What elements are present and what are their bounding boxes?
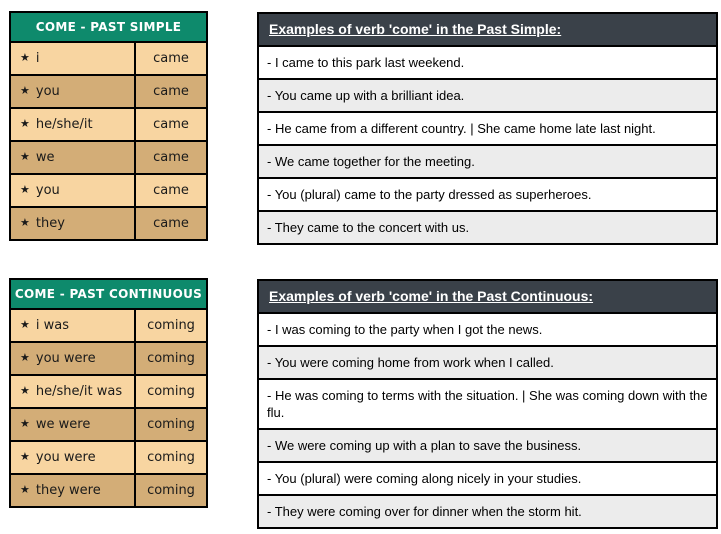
subject-label: i was xyxy=(35,318,69,333)
star-icon: ★ xyxy=(20,417,30,430)
table-row: ★ we came xyxy=(11,142,206,175)
past-continuous-conjugation-table: COME - PAST CONTINUOUS ★ i was coming ★ yo… xyxy=(9,278,208,508)
table-row: ★ i came xyxy=(11,43,206,76)
table-row: ★ they came xyxy=(11,208,206,239)
subject-cell: ★ you were xyxy=(11,343,136,374)
subject-cell: ★ they xyxy=(11,208,136,239)
verb-cell: came xyxy=(153,216,189,231)
verb-cell: came xyxy=(153,183,189,198)
example-sentence: - We were coming up with a plan to save … xyxy=(259,430,716,463)
table-row: ★ i was coming xyxy=(11,310,206,343)
past-simple-conjugation-table: COME - PAST SIMPLE ★ i came ★ you came ★ he… xyxy=(9,11,208,241)
verb-cell: came xyxy=(153,150,189,165)
table-row: ★ you came xyxy=(11,76,206,109)
verb-cell: coming xyxy=(147,483,195,498)
subject-cell: ★ i xyxy=(11,43,136,74)
subject-cell: ★ you xyxy=(11,175,136,206)
table-row: ★ you were coming xyxy=(11,442,206,475)
subject-cell: ★ they were xyxy=(11,475,136,506)
star-icon: ★ xyxy=(20,150,30,163)
table-title-past-continuous: COME - PAST CONTINUOUS xyxy=(11,280,206,310)
conjugation-rows: ★ i was coming ★ you were coming ★ he/she/i… xyxy=(11,310,206,506)
star-icon: ★ xyxy=(20,183,30,196)
subject-cell: ★ he/she/it xyxy=(11,109,136,140)
example-sentence: - He came from a different country. | Sh… xyxy=(259,113,716,146)
star-icon: ★ xyxy=(20,51,30,64)
example-sentence: - He was coming to terms with the situat… xyxy=(259,380,716,430)
verb-cell: coming xyxy=(147,450,195,465)
subject-cell: ★ he/she/it was xyxy=(11,376,136,407)
table-row: ★ he/she/it was coming xyxy=(11,376,206,409)
subject-cell: ★ i was xyxy=(11,310,136,341)
subject-label: you xyxy=(35,84,60,99)
example-sentence: - They were coming over for dinner when … xyxy=(259,496,716,527)
subject-cell: ★ you xyxy=(11,76,136,107)
subject-cell: ★ we were xyxy=(11,409,136,440)
subject-label: you xyxy=(35,183,60,198)
verb-cell: coming xyxy=(147,417,195,432)
star-icon: ★ xyxy=(20,450,30,463)
example-sentence: - You (plural) were coming along nicely … xyxy=(259,463,716,496)
star-icon: ★ xyxy=(20,84,30,97)
example-sentence: - You were coming home from work when I … xyxy=(259,347,716,380)
star-icon: ★ xyxy=(20,384,30,397)
verb-cell: came xyxy=(153,117,189,132)
table-row: ★ they were coming xyxy=(11,475,206,506)
star-icon: ★ xyxy=(20,117,30,130)
table-title-past-simple: COME - PAST SIMPLE xyxy=(11,13,206,43)
example-sentence: - I came to this park last weekend. xyxy=(259,47,716,80)
subject-label: i xyxy=(35,51,40,66)
star-icon: ★ xyxy=(20,216,30,229)
verb-cell: coming xyxy=(147,318,195,333)
subject-cell: ★ we xyxy=(11,142,136,173)
subject-label: he/she/it xyxy=(35,117,93,132)
verb-cell: came xyxy=(153,84,189,99)
past-simple-examples-box: Examples of verb 'come' in the Past Simp… xyxy=(257,12,718,245)
example-sentence: - You came up with a brilliant idea. xyxy=(259,80,716,113)
example-rows: - I came to this park last weekend. - Yo… xyxy=(259,47,716,243)
table-row: ★ we were coming xyxy=(11,409,206,442)
subject-label: you were xyxy=(35,450,96,465)
verb-cell: coming xyxy=(147,351,195,366)
subject-cell: ★ you were xyxy=(11,442,136,473)
table-row: ★ you were coming xyxy=(11,343,206,376)
examples-title-past-simple: Examples of verb 'come' in the Past Simp… xyxy=(259,14,716,47)
star-icon: ★ xyxy=(20,351,30,364)
table-row: ★ he/she/it came xyxy=(11,109,206,142)
verb-cell: coming xyxy=(147,384,195,399)
example-rows: - I was coming to the party when I got t… xyxy=(259,314,716,527)
subject-label: we xyxy=(35,150,55,165)
table-row: ★ you came xyxy=(11,175,206,208)
star-icon: ★ xyxy=(20,483,30,496)
example-sentence: - You (plural) came to the party dressed… xyxy=(259,179,716,212)
example-sentence: - They came to the concert with us. xyxy=(259,212,716,243)
example-sentence: - We came together for the meeting. xyxy=(259,146,716,179)
example-sentence: - I was coming to the party when I got t… xyxy=(259,314,716,347)
past-continuous-examples-box: Examples of verb 'come' in the Past Cont… xyxy=(257,279,718,529)
examples-title-past-continuous: Examples of verb 'come' in the Past Cont… xyxy=(259,281,716,314)
subject-label: they xyxy=(35,216,65,231)
subject-label: he/she/it was xyxy=(35,384,123,399)
subject-label: you were xyxy=(35,351,96,366)
subject-label: they were xyxy=(35,483,101,498)
verb-cell: came xyxy=(153,51,189,66)
star-icon: ★ xyxy=(20,318,30,331)
conjugation-rows: ★ i came ★ you came ★ he/she/it came ★ we ca… xyxy=(11,43,206,239)
subject-label: we were xyxy=(35,417,91,432)
